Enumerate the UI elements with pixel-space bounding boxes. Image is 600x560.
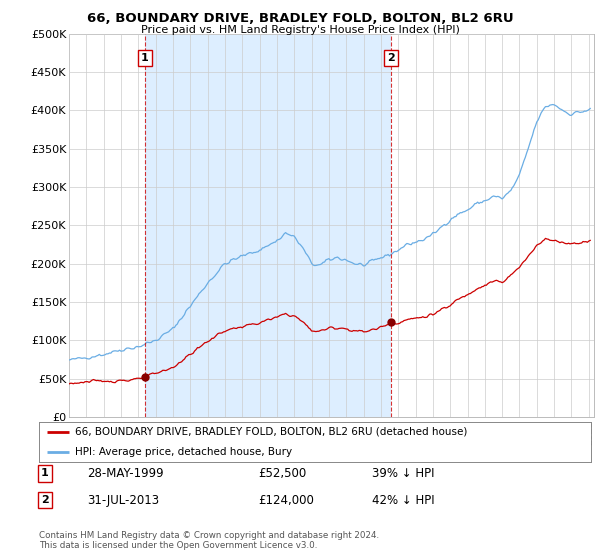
Text: 1: 1 — [141, 53, 149, 63]
Text: 66, BOUNDARY DRIVE, BRADLEY FOLD, BOLTON, BL2 6RU: 66, BOUNDARY DRIVE, BRADLEY FOLD, BOLTON… — [86, 12, 514, 25]
Text: Contains HM Land Registry data © Crown copyright and database right 2024.
This d: Contains HM Land Registry data © Crown c… — [39, 531, 379, 550]
Text: 28-MAY-1999: 28-MAY-1999 — [87, 466, 164, 480]
Text: 66, BOUNDARY DRIVE, BRADLEY FOLD, BOLTON, BL2 6RU (detached house): 66, BOUNDARY DRIVE, BRADLEY FOLD, BOLTON… — [75, 427, 467, 437]
Text: £52,500: £52,500 — [258, 466, 306, 480]
Bar — [145, 34, 391, 417]
Text: 31-JUL-2013: 31-JUL-2013 — [87, 493, 159, 507]
Text: 2: 2 — [387, 53, 395, 63]
Text: 39% ↓ HPI: 39% ↓ HPI — [372, 466, 434, 480]
Text: HPI: Average price, detached house, Bury: HPI: Average price, detached house, Bury — [75, 447, 292, 457]
Text: Price paid vs. HM Land Registry's House Price Index (HPI): Price paid vs. HM Land Registry's House … — [140, 25, 460, 35]
Text: 42% ↓ HPI: 42% ↓ HPI — [372, 493, 434, 507]
Text: 2: 2 — [41, 495, 49, 505]
Text: £124,000: £124,000 — [258, 493, 314, 507]
Text: 1: 1 — [41, 468, 49, 478]
